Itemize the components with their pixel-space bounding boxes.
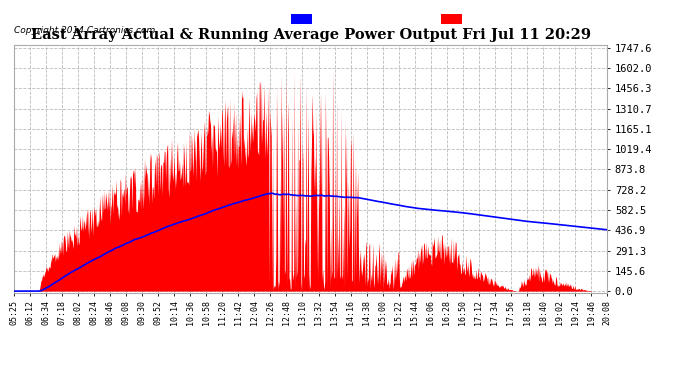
Text: Copyright 2014 Cartronics.com: Copyright 2014 Cartronics.com: [14, 26, 155, 35]
Title: East Array Actual & Running Average Power Output Fri Jul 11 20:29: East Array Actual & Running Average Powe…: [30, 28, 591, 42]
Legend: Average  (DC Watts), East Array  (DC Watts): Average (DC Watts), East Array (DC Watts…: [287, 9, 602, 28]
